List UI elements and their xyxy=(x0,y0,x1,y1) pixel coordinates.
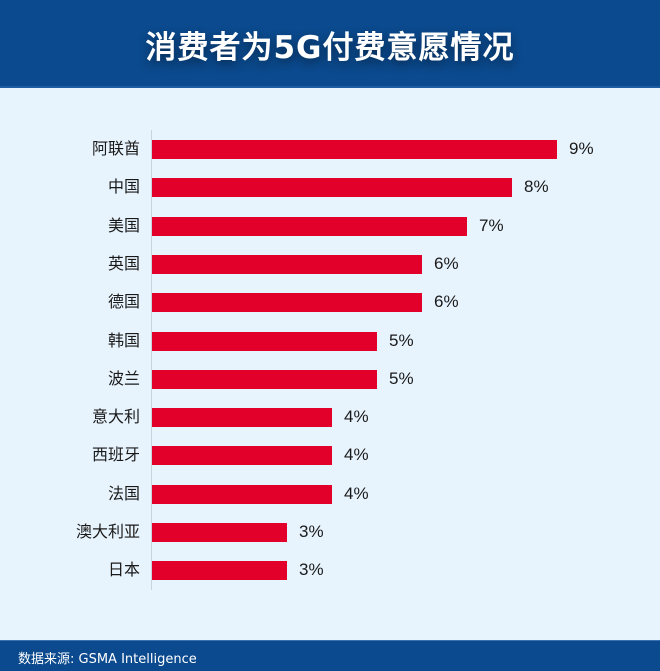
header-banner: 消费者为5G付费意愿情况 xyxy=(0,0,660,88)
bar-row: 韩国 5% xyxy=(0,330,660,351)
value-label: 4% xyxy=(344,445,369,465)
bar-row: 日本 3% xyxy=(0,560,660,581)
y-axis-line xyxy=(151,130,152,590)
bar xyxy=(152,408,332,428)
value-label: 9% xyxy=(569,139,594,158)
value-label: 3% xyxy=(299,560,324,580)
bar-chart: 阿联酋 9% 中国 8% 美国 7% 英国 6% 德国 6% 韩国 5% 波兰 5% 意大利 4% 西班牙 4% 法… xyxy=(0,90,660,640)
category-label: 英国 xyxy=(107,253,140,273)
value-label: 4% xyxy=(344,407,369,427)
value-label: 3% xyxy=(299,522,324,541)
category-label: 日本 xyxy=(107,560,140,580)
value-label: 6% xyxy=(434,292,459,312)
bar-row: 西班牙 4% xyxy=(0,445,660,466)
value-label: 5% xyxy=(389,330,414,350)
value-label: 5% xyxy=(389,368,414,388)
bar xyxy=(152,523,287,542)
bar xyxy=(152,446,332,466)
bar xyxy=(152,178,512,198)
data-source: 数据来源: GSMA Intelligence xyxy=(18,652,197,667)
bar-row: 英国 6% xyxy=(0,253,660,274)
category-label: 阿联酋 xyxy=(91,139,140,158)
value-label: 4% xyxy=(344,483,369,503)
bar-row: 波兰 5% xyxy=(0,368,660,389)
bar xyxy=(152,369,377,389)
category-label: 西班牙 xyxy=(91,445,140,465)
category-label: 法国 xyxy=(107,483,140,503)
bar xyxy=(152,293,422,313)
category-label: 澳大利亚 xyxy=(75,522,140,541)
bar-row: 法国 4% xyxy=(0,483,660,504)
bar xyxy=(152,254,422,274)
bar xyxy=(152,331,377,351)
bar-row: 意大利 4% xyxy=(0,407,660,428)
bar-row: 澳大利亚 3% xyxy=(0,522,660,542)
value-label: 8% xyxy=(524,177,549,197)
chart-title: 消费者为5G付费意愿情况 xyxy=(145,29,515,66)
category-label: 韩国 xyxy=(107,330,140,350)
bar xyxy=(152,140,557,159)
value-label: 6% xyxy=(434,253,459,273)
category-label: 中国 xyxy=(107,177,140,197)
bar-row: 中国 8% xyxy=(0,177,660,198)
bar-row: 德国 6% xyxy=(0,292,660,313)
bar-row: 美国 7% xyxy=(0,215,660,236)
footer-banner: 数据来源: GSMA Intelligence xyxy=(0,640,660,671)
bar-row: 阿联酋 9% xyxy=(0,139,660,159)
bar xyxy=(152,216,467,236)
category-label: 德国 xyxy=(107,292,140,312)
category-label: 美国 xyxy=(107,215,140,235)
category-label: 意大利 xyxy=(91,407,140,427)
bar xyxy=(152,484,332,504)
value-label: 7% xyxy=(479,215,504,235)
bar xyxy=(152,561,287,581)
category-label: 波兰 xyxy=(107,368,140,388)
